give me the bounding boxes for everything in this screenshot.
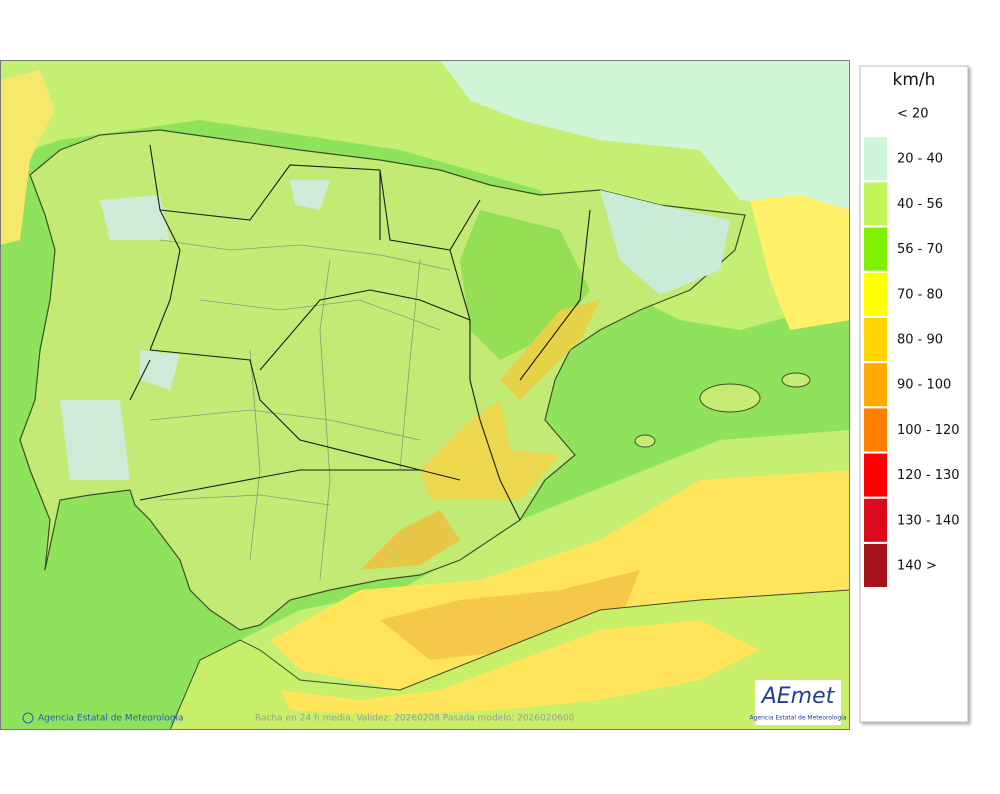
balearic-islands [634,372,811,448]
legend-label: 130 - 140 [897,513,960,528]
legend-swatch [864,227,887,271]
credit: Agencia Estatal de Meteorología [38,714,184,724]
alboran-core [380,570,640,660]
map-frame [0,60,850,730]
legend-swatch [864,544,887,587]
atlantic-yellow [0,70,55,245]
legend-label: 40 - 56 [897,197,943,212]
province-borders [149,239,451,581]
gulf-lion [750,195,850,330]
legend-label: 20 - 40 [897,152,943,167]
iberian-gusts [500,300,600,400]
betic-gusts [360,510,460,570]
calm-patches [60,180,330,480]
legend-label: 120 - 130 [897,468,960,483]
map: AEmet Agencia Estatal de Meteorología Ag… [0,60,850,730]
logo-subtitle: Agencia Estatal de Meteorología [750,715,847,722]
legend-label: 70 - 80 [897,287,943,302]
region-borders [129,144,591,521]
logo-name: AEmet [760,684,836,709]
legend-swatch [864,498,887,542]
legend-swatch [864,318,887,361]
france-calm [440,60,850,210]
legend: < 20 20 - 40 40 - 56 56 - 70 70 - 80 80 - 90 9… [864,107,960,587]
legend-swatch [864,182,887,226]
legend-title: km/h [893,70,936,90]
legend-label: 100 - 120 [897,423,960,438]
legend-swatch [864,137,887,181]
legend-label: 90 - 100 [897,378,951,393]
africa-yellow [280,620,760,715]
legend-swatch [864,272,887,316]
logo-box [755,680,841,725]
copyright-icon [22,712,34,724]
legend-swatch [864,453,887,497]
pyrenees-calm [600,190,730,295]
legend-label: 80 - 90 [897,333,943,348]
legend-label: 140 > [897,559,937,574]
legend-label: 56 - 70 [897,242,943,257]
legend-label: < 20 [897,107,929,122]
legend-swatch [864,363,887,407]
caption: Racha en 24 h media. Validez: 20260208 P… [255,714,575,724]
legend-swatch [864,408,887,452]
